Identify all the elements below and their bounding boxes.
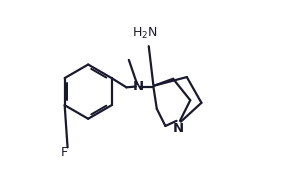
Text: H$_2$N: H$_2$N [132,26,157,41]
Text: N: N [173,122,184,135]
Text: N: N [132,80,144,93]
Text: F: F [61,146,68,159]
